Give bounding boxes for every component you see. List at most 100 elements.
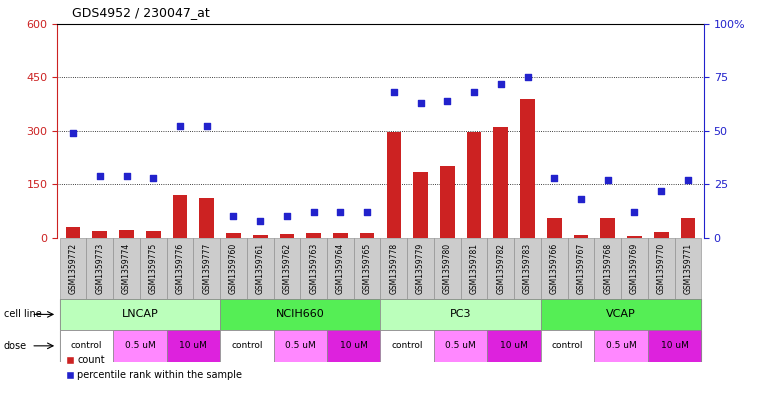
Bar: [487, 330, 541, 362]
Text: 10 uM: 10 uM: [340, 342, 368, 350]
Point: [254, 217, 266, 224]
Text: control: control: [391, 342, 423, 350]
Bar: [253, 235, 268, 238]
Point: [147, 174, 159, 181]
Bar: [547, 218, 562, 238]
Bar: [60, 238, 87, 299]
Point: [655, 187, 667, 194]
Point: [521, 74, 533, 80]
Bar: [307, 233, 321, 238]
Text: GSM1359769: GSM1359769: [630, 242, 639, 294]
Bar: [434, 330, 487, 362]
Bar: [247, 238, 274, 299]
Text: GSM1359770: GSM1359770: [657, 242, 666, 294]
Text: GSM1359760: GSM1359760: [229, 242, 238, 294]
Point: [67, 130, 79, 136]
Bar: [627, 236, 642, 238]
Point: [361, 209, 373, 215]
Bar: [65, 227, 81, 238]
Bar: [434, 238, 460, 299]
Bar: [541, 299, 701, 330]
Text: GSM1359771: GSM1359771: [683, 242, 693, 294]
Bar: [380, 330, 434, 362]
Bar: [354, 238, 380, 299]
Text: 0.5 uM: 0.5 uM: [445, 342, 476, 350]
Text: GSM1359766: GSM1359766: [549, 242, 559, 294]
Text: control: control: [552, 342, 584, 350]
Bar: [333, 233, 348, 238]
Text: control: control: [71, 342, 102, 350]
Point: [682, 177, 694, 183]
Bar: [600, 218, 615, 238]
Text: 0.5 uM: 0.5 uM: [606, 342, 636, 350]
Text: LNCAP: LNCAP: [122, 309, 158, 320]
Text: GSM1359777: GSM1359777: [202, 242, 212, 294]
Text: GSM1359782: GSM1359782: [496, 243, 505, 294]
Bar: [113, 330, 167, 362]
Point: [120, 173, 132, 179]
Point: [334, 209, 346, 215]
Point: [174, 123, 186, 130]
Text: NCIH660: NCIH660: [276, 309, 325, 320]
Bar: [220, 299, 380, 330]
Bar: [167, 330, 220, 362]
Bar: [60, 299, 220, 330]
Bar: [460, 238, 487, 299]
Bar: [568, 238, 594, 299]
Legend: count, percentile rank within the sample: count, percentile rank within the sample: [62, 352, 247, 384]
Text: cell line: cell line: [4, 309, 42, 320]
Bar: [327, 238, 354, 299]
Point: [629, 209, 641, 215]
Bar: [220, 330, 274, 362]
Text: 0.5 uM: 0.5 uM: [125, 342, 155, 350]
Bar: [193, 238, 220, 299]
Point: [441, 97, 454, 104]
Bar: [87, 238, 113, 299]
Point: [468, 89, 480, 95]
Bar: [413, 172, 428, 238]
Text: GSM1359781: GSM1359781: [470, 243, 479, 294]
Bar: [327, 330, 380, 362]
Bar: [380, 299, 541, 330]
Bar: [113, 238, 140, 299]
Bar: [140, 238, 167, 299]
Bar: [167, 238, 193, 299]
Text: GSM1359780: GSM1359780: [443, 242, 452, 294]
Text: GSM1359772: GSM1359772: [68, 242, 78, 294]
Bar: [493, 127, 508, 238]
Point: [201, 123, 213, 130]
Text: GSM1359767: GSM1359767: [577, 242, 585, 294]
Point: [495, 81, 507, 87]
Bar: [574, 235, 588, 238]
Point: [602, 177, 614, 183]
Point: [228, 213, 240, 219]
Text: GSM1359768: GSM1359768: [603, 242, 612, 294]
Text: 10 uM: 10 uM: [500, 342, 528, 350]
Text: GSM1359779: GSM1359779: [416, 242, 425, 294]
Text: GSM1359775: GSM1359775: [149, 242, 158, 294]
Bar: [541, 330, 594, 362]
Point: [307, 209, 320, 215]
Bar: [594, 238, 621, 299]
Point: [281, 213, 293, 219]
Point: [388, 89, 400, 95]
Bar: [440, 166, 454, 238]
Bar: [594, 330, 648, 362]
Bar: [521, 99, 535, 238]
Text: GSM1359776: GSM1359776: [176, 242, 184, 294]
Point: [415, 100, 427, 106]
Text: GSM1359762: GSM1359762: [282, 242, 291, 294]
Bar: [360, 233, 374, 238]
Text: GSM1359763: GSM1359763: [309, 242, 318, 294]
Text: control: control: [231, 342, 263, 350]
Bar: [541, 238, 568, 299]
Bar: [380, 238, 407, 299]
Text: GSM1359774: GSM1359774: [122, 242, 131, 294]
Bar: [220, 238, 247, 299]
Bar: [301, 238, 327, 299]
Bar: [119, 230, 134, 238]
Point: [94, 173, 106, 179]
Text: dose: dose: [4, 341, 27, 351]
Bar: [274, 238, 301, 299]
Bar: [279, 234, 295, 238]
